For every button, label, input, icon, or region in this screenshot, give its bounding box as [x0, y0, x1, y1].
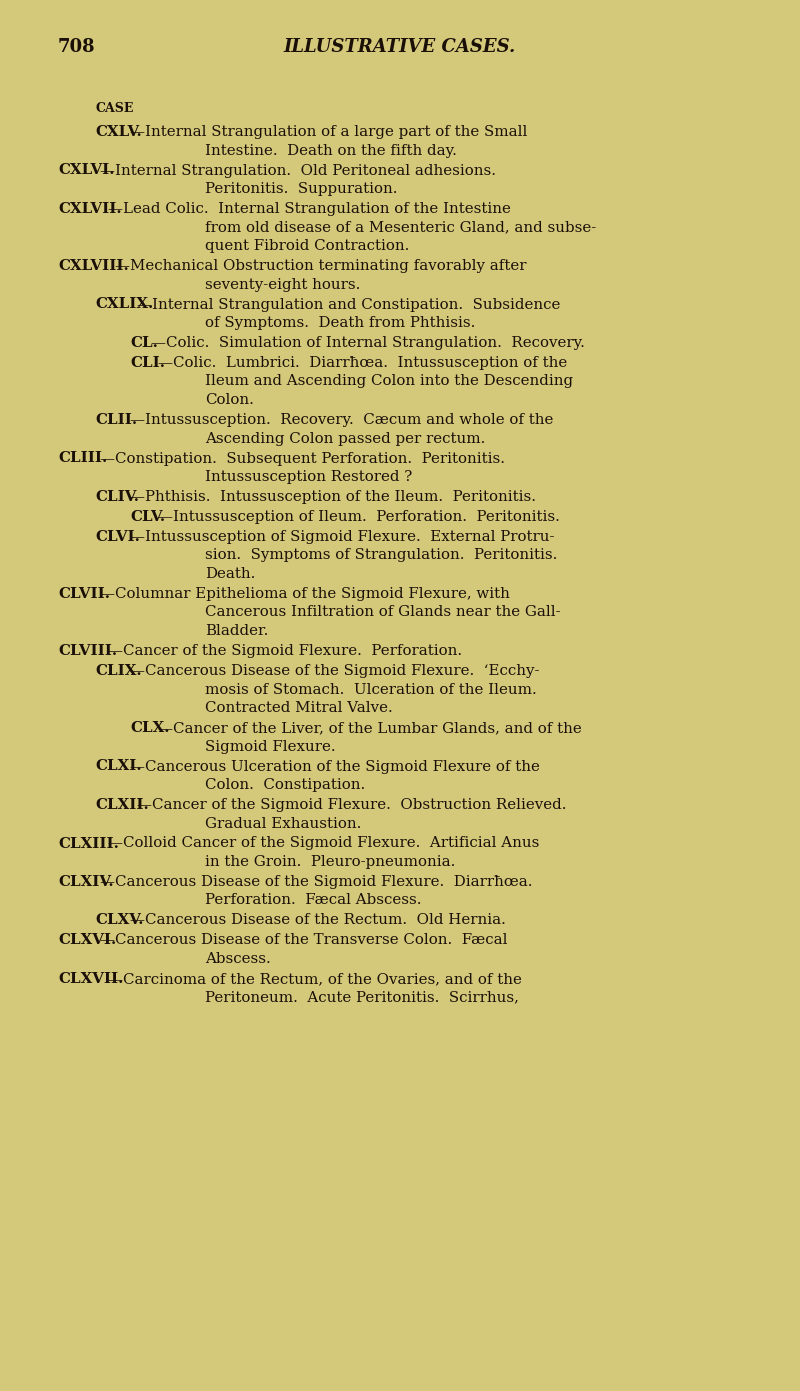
- Text: CXLVI.: CXLVI.: [58, 164, 114, 178]
- Text: —Colic.  Lumbrici.  Diarrħœa.  Intussusception of the: —Colic. Lumbrici. Diarrħœa. Intussuscept…: [158, 356, 567, 370]
- Text: —Cancer of the Sigmoid Flexure.  Perforation.: —Cancer of the Sigmoid Flexure. Perforat…: [107, 644, 462, 658]
- Text: CXLVII.: CXLVII.: [58, 202, 122, 216]
- Text: sion.  Symptoms of Strangulation.  Peritonitis.: sion. Symptoms of Strangulation. Periton…: [205, 548, 558, 562]
- Text: ILLUSTRATIVE CASES.: ILLUSTRATIVE CASES.: [284, 38, 516, 56]
- Text: Intestine.  Death on the fifth day.: Intestine. Death on the fifth day.: [205, 143, 457, 157]
- Text: Gradual Exhaustion.: Gradual Exhaustion.: [205, 817, 362, 830]
- Text: Cancerous Infiltration of Glands near the Gall-: Cancerous Infiltration of Glands near th…: [205, 605, 561, 619]
- Text: —Cancerous Disease of the Transverse Colon.  Fæcal: —Cancerous Disease of the Transverse Col…: [101, 933, 508, 947]
- Text: CLX.: CLX.: [130, 721, 170, 734]
- Text: CLXII.: CLXII.: [95, 798, 149, 812]
- Text: CLXVI.: CLXVI.: [58, 933, 116, 947]
- Text: —Columnar Epithelioma of the Sigmoid Flexure, with: —Columnar Epithelioma of the Sigmoid Fle…: [101, 587, 510, 601]
- Text: of Symptoms.  Death from Phthisis.: of Symptoms. Death from Phthisis.: [205, 316, 475, 330]
- Text: —Cancerous Disease of the Sigmoid Flexure.  ‘Ecchy-: —Cancerous Disease of the Sigmoid Flexur…: [130, 664, 540, 677]
- Text: mosis of Stomach.  Ulceration of the Ileum.: mosis of Stomach. Ulceration of the Ileu…: [205, 683, 537, 697]
- Text: —Phthisis.  Intussusception of the Ileum.  Peritonitis.: —Phthisis. Intussusception of the Ileum.…: [130, 490, 536, 504]
- Text: quent Fibroid Contraction.: quent Fibroid Contraction.: [205, 239, 410, 253]
- Text: Peritonitis.  Suppuration.: Peritonitis. Suppuration.: [205, 182, 398, 196]
- Text: —Carcinoma of the Rectum, of the Ovaries, and of the: —Carcinoma of the Rectum, of the Ovaries…: [107, 972, 522, 986]
- Text: CLII.: CLII.: [95, 413, 137, 427]
- Text: CLI.: CLI.: [130, 356, 165, 370]
- Text: CXLIX.: CXLIX.: [95, 298, 154, 312]
- Text: —Intussusception of Sigmoid Flexure.  External Protru-: —Intussusception of Sigmoid Flexure. Ext…: [130, 530, 555, 544]
- Text: CL.: CL.: [130, 337, 158, 351]
- Text: CLV.: CLV.: [130, 510, 165, 524]
- Text: —Constipation.  Subsequent Perforation.  Peritonitis.: —Constipation. Subsequent Perforation. P…: [101, 452, 506, 466]
- Text: Peritoneum.  Acute Peritonitis.  Scirrhus,: Peritoneum. Acute Peritonitis. Scirrhus,: [205, 990, 519, 1004]
- Text: CLXIII.: CLXIII.: [58, 836, 119, 850]
- Text: CLIV.: CLIV.: [95, 490, 139, 504]
- Text: Death.: Death.: [205, 568, 255, 581]
- Text: Abscess.: Abscess.: [205, 951, 270, 965]
- Text: Colon.: Colon.: [205, 394, 254, 408]
- Text: seventy-eight hours.: seventy-eight hours.: [205, 277, 360, 292]
- Text: CLVIII.: CLVIII.: [58, 644, 117, 658]
- Text: —Colic.  Simulation of Internal Strangulation.  Recovery.: —Colic. Simulation of Internal Strangula…: [151, 337, 585, 351]
- Text: —Internal Strangulation of a large part of the Small: —Internal Strangulation of a large part …: [130, 125, 528, 139]
- Text: Bladder.: Bladder.: [205, 625, 268, 638]
- Text: —Cancer of the Liver, of the Lumbar Glands, and of the: —Cancer of the Liver, of the Lumbar Glan…: [158, 721, 582, 734]
- Text: —Intussusception of Ileum.  Perforation.  Peritonitis.: —Intussusception of Ileum. Perforation. …: [158, 510, 560, 524]
- Text: 708: 708: [58, 38, 96, 56]
- Text: —Mechanical Obstruction terminating favorably after: —Mechanical Obstruction terminating favo…: [114, 259, 526, 273]
- Text: —Internal Strangulation and Constipation.  Subsidence: —Internal Strangulation and Constipation…: [138, 298, 561, 312]
- Text: CLIII.: CLIII.: [58, 452, 107, 466]
- Text: CLXV.: CLXV.: [95, 914, 143, 928]
- Text: CLXI.: CLXI.: [95, 759, 142, 773]
- Text: CLXVII.: CLXVII.: [58, 972, 123, 986]
- Text: in the Groin.  Pleuro-pneumonia.: in the Groin. Pleuro-pneumonia.: [205, 855, 455, 869]
- Text: Intussusception Restored ?: Intussusception Restored ?: [205, 470, 412, 484]
- Text: Ileum and Ascending Colon into the Descending: Ileum and Ascending Colon into the Desce…: [205, 374, 573, 388]
- Text: Contracted Mitral Valve.: Contracted Mitral Valve.: [205, 701, 393, 715]
- Text: —Intussusception.  Recovery.  Cæcum and whole of the: —Intussusception. Recovery. Cæcum and wh…: [130, 413, 554, 427]
- Text: CLIX.: CLIX.: [95, 664, 142, 677]
- Text: CXLVIII.: CXLVIII.: [58, 259, 129, 273]
- Text: —Cancer of the Sigmoid Flexure.  Obstruction Relieved.: —Cancer of the Sigmoid Flexure. Obstruct…: [138, 798, 567, 812]
- Text: —Cancerous Disease of the Sigmoid Flexure.  Diarrħœa.: —Cancerous Disease of the Sigmoid Flexur…: [101, 875, 533, 889]
- Text: CLVI.: CLVI.: [95, 530, 140, 544]
- Text: —Cancerous Ulceration of the Sigmoid Flexure of the: —Cancerous Ulceration of the Sigmoid Fle…: [130, 759, 540, 773]
- Text: —Internal Strangulation.  Old Peritoneal adhesions.: —Internal Strangulation. Old Peritoneal …: [101, 164, 497, 178]
- Text: —Cancerous Disease of the Rectum.  Old Hernia.: —Cancerous Disease of the Rectum. Old He…: [130, 914, 506, 928]
- Text: Ascending Colon passed per rectum.: Ascending Colon passed per rectum.: [205, 431, 486, 445]
- Text: Perforation.  Fæcal Abscess.: Perforation. Fæcal Abscess.: [205, 893, 422, 907]
- Text: —Lead Colic.  Internal Strangulation of the Intestine: —Lead Colic. Internal Strangulation of t…: [107, 202, 510, 216]
- Text: —Colloid Cancer of the Sigmoid Flexure.  Artificial Anus: —Colloid Cancer of the Sigmoid Flexure. …: [107, 836, 539, 850]
- Text: CLXIV.: CLXIV.: [58, 875, 114, 889]
- Text: Colon.  Constipation.: Colon. Constipation.: [205, 778, 366, 791]
- Text: Sigmoid Flexure.: Sigmoid Flexure.: [205, 740, 336, 754]
- Text: CXLV.: CXLV.: [95, 125, 142, 139]
- Text: from old disease of a Mesenteric Gland, and subse-: from old disease of a Mesenteric Gland, …: [205, 221, 596, 235]
- Text: CLVII.: CLVII.: [58, 587, 110, 601]
- Text: CASE: CASE: [95, 102, 134, 115]
